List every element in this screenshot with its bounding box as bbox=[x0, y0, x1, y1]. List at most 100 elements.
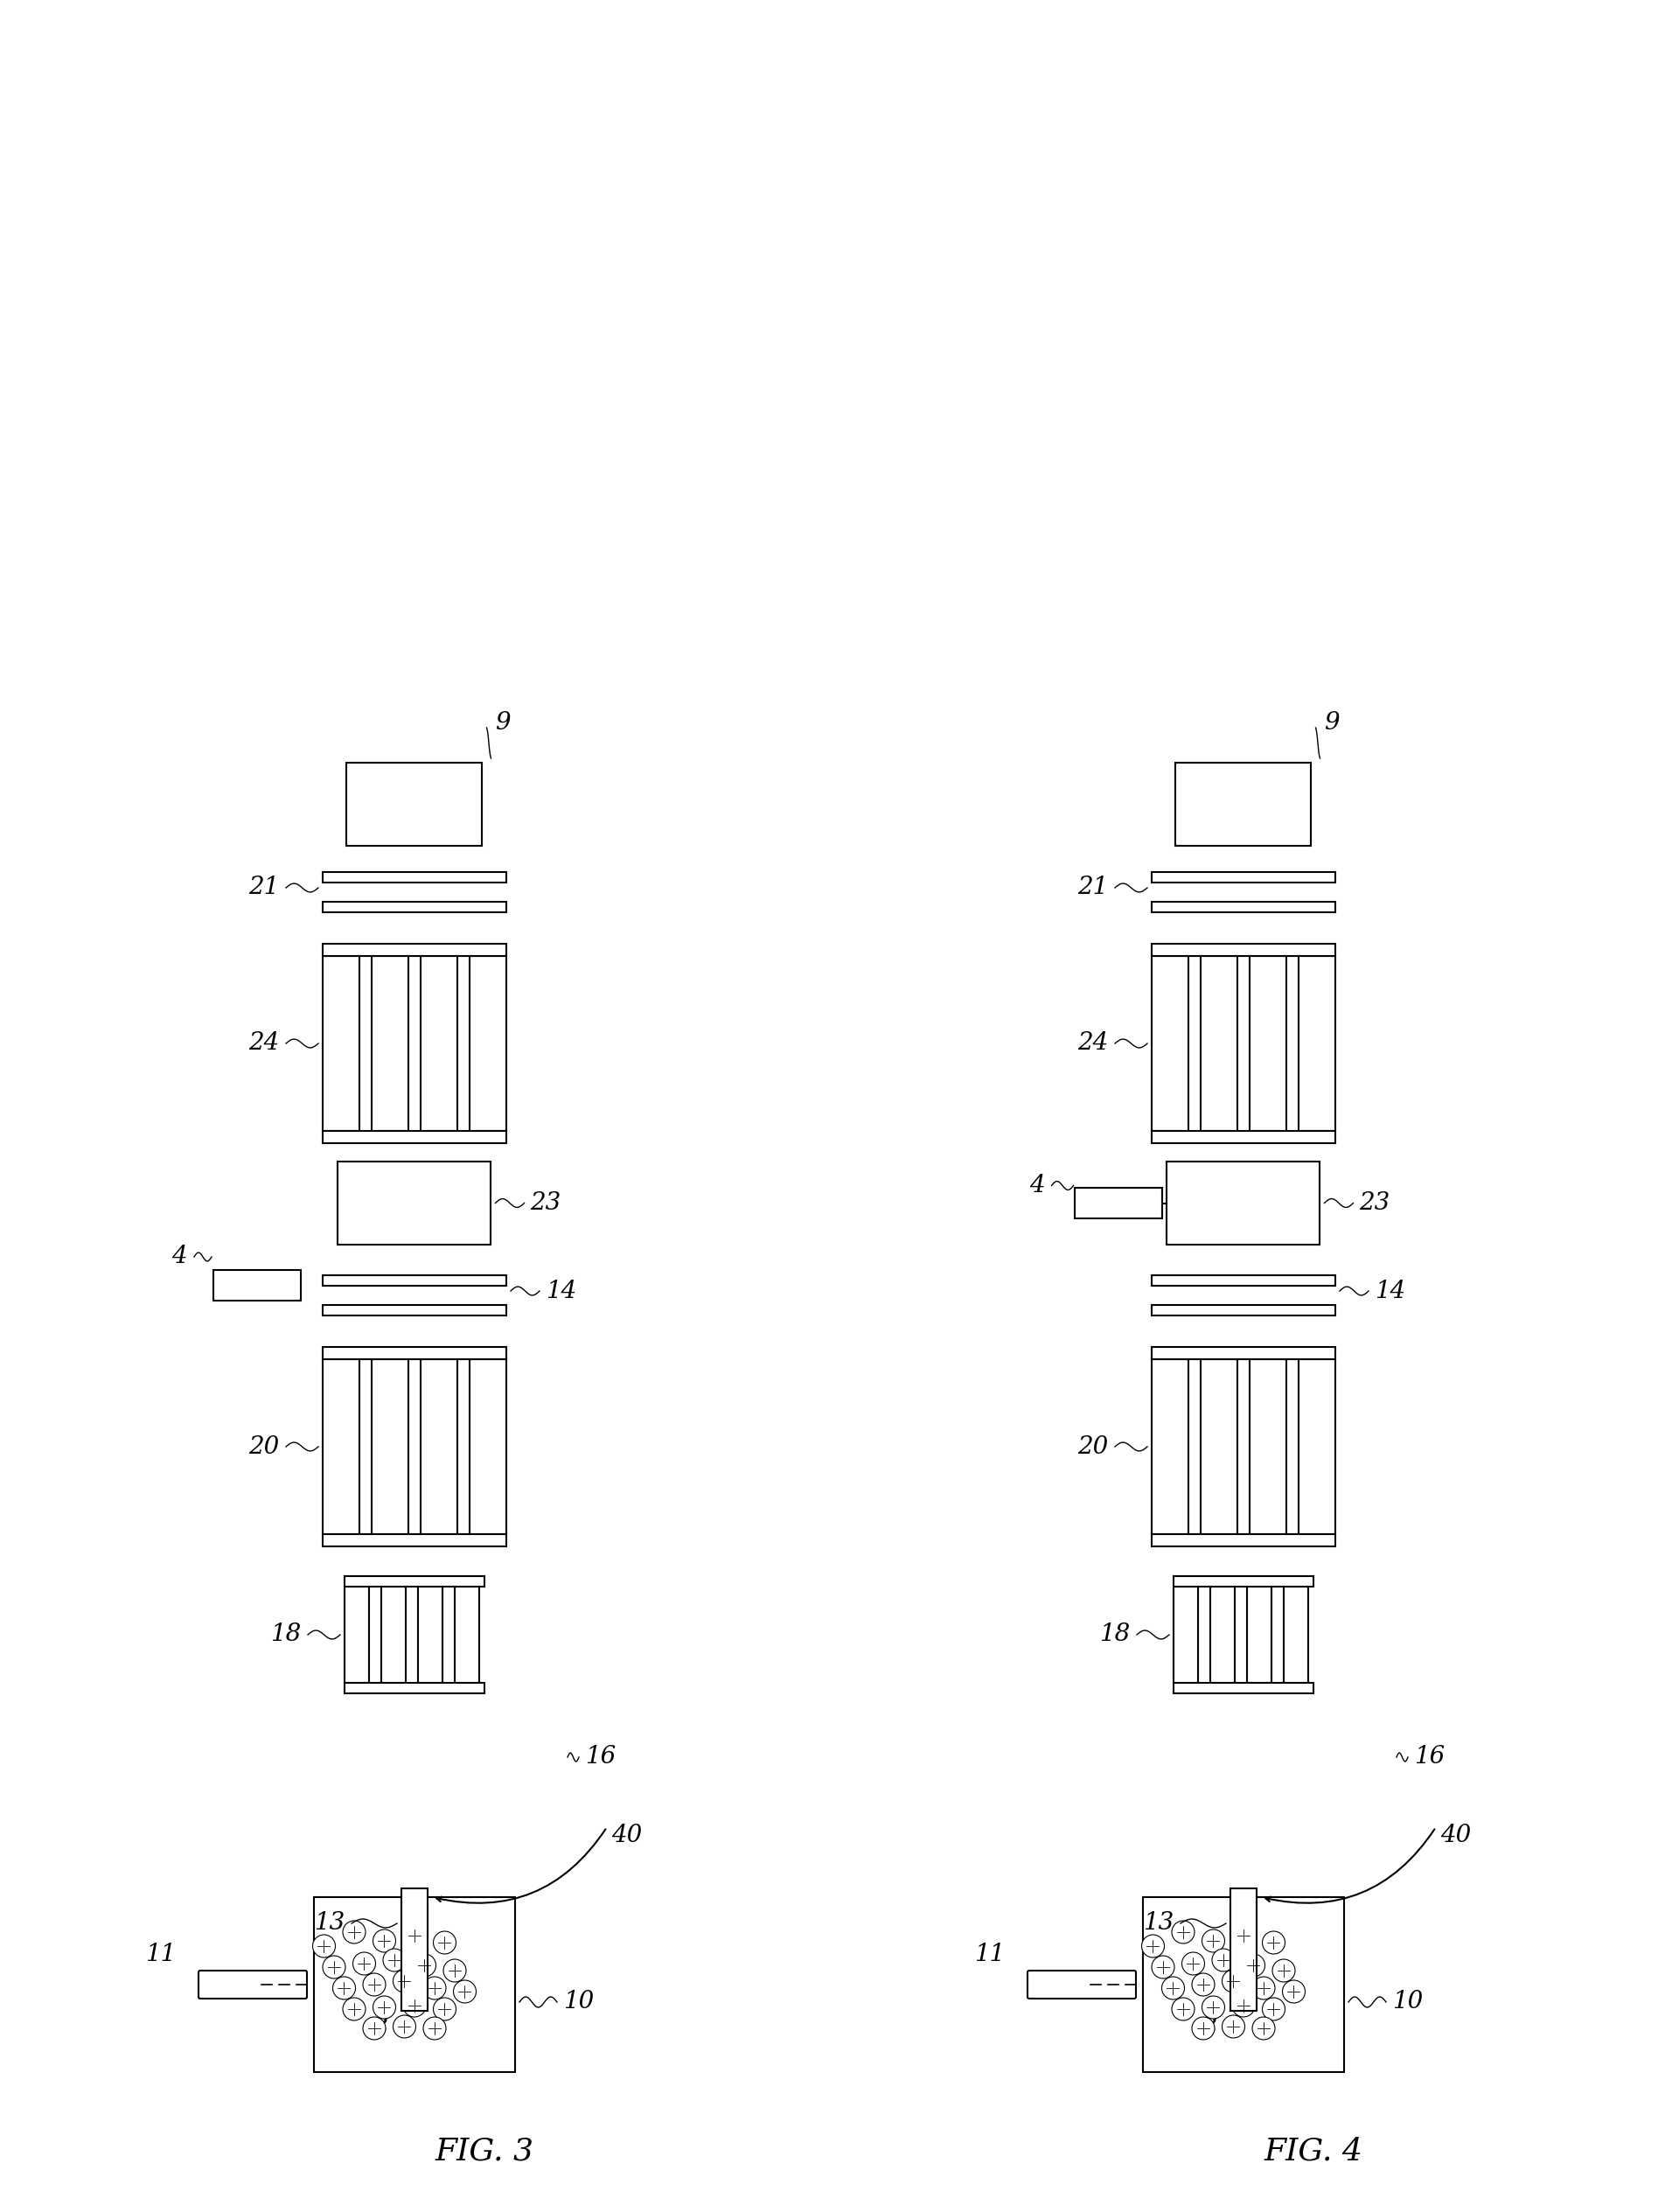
Text: 20: 20 bbox=[1078, 1436, 1108, 1458]
Bar bbox=[469, 956, 506, 1130]
Circle shape bbox=[403, 1924, 426, 1947]
Text: 13: 13 bbox=[1142, 1911, 1174, 1936]
Bar bbox=[1298, 956, 1335, 1130]
Bar bbox=[1298, 1358, 1335, 1535]
Text: 23: 23 bbox=[1360, 1192, 1389, 1214]
Bar bbox=[1210, 1586, 1235, 1683]
Bar bbox=[313, 1898, 516, 2073]
Text: 20: 20 bbox=[249, 1436, 279, 1458]
Bar bbox=[1174, 1577, 1313, 1586]
Bar bbox=[371, 1358, 408, 1535]
Circle shape bbox=[1282, 1980, 1305, 2002]
Bar bbox=[214, 1270, 300, 1301]
Text: 10: 10 bbox=[564, 1991, 594, 2013]
Text: 18: 18 bbox=[1099, 1624, 1129, 1646]
Text: 40: 40 bbox=[1441, 1825, 1471, 1847]
Bar bbox=[1152, 1347, 1335, 1358]
Text: 24: 24 bbox=[249, 1031, 279, 1055]
Bar bbox=[323, 1358, 360, 1535]
Bar bbox=[347, 763, 482, 845]
Bar bbox=[323, 945, 506, 956]
Bar bbox=[338, 1161, 491, 1245]
Circle shape bbox=[1142, 1936, 1164, 1958]
Circle shape bbox=[1172, 1997, 1194, 2020]
Bar bbox=[345, 1577, 484, 1586]
Bar bbox=[1200, 956, 1237, 1130]
Bar bbox=[421, 1358, 458, 1535]
Bar bbox=[371, 956, 408, 1130]
Bar bbox=[1174, 1683, 1313, 1694]
Circle shape bbox=[1242, 1953, 1265, 1978]
Circle shape bbox=[453, 1980, 476, 2002]
Circle shape bbox=[373, 1995, 396, 2020]
Text: FIG. 4: FIG. 4 bbox=[1263, 2137, 1363, 2166]
Bar bbox=[1250, 956, 1287, 1130]
Circle shape bbox=[393, 1969, 416, 1993]
Circle shape bbox=[413, 1953, 436, 1978]
Text: 11: 11 bbox=[146, 1942, 176, 1966]
Bar bbox=[323, 1535, 506, 1546]
Circle shape bbox=[1262, 1931, 1285, 1953]
Circle shape bbox=[1272, 1960, 1295, 1982]
Bar bbox=[1247, 1586, 1272, 1683]
Circle shape bbox=[383, 1949, 406, 1971]
Bar bbox=[323, 1305, 506, 1316]
Circle shape bbox=[423, 2017, 446, 2039]
Text: FIG. 3: FIG. 3 bbox=[434, 2137, 534, 2166]
Bar bbox=[1152, 1358, 1189, 1535]
Circle shape bbox=[393, 2015, 416, 2037]
Circle shape bbox=[1202, 1995, 1225, 2020]
Text: 40: 40 bbox=[612, 1825, 642, 1847]
Circle shape bbox=[1222, 1969, 1245, 1993]
Text: 21: 21 bbox=[1078, 876, 1108, 900]
Circle shape bbox=[1232, 1995, 1255, 2017]
Bar bbox=[323, 1276, 506, 1285]
Circle shape bbox=[353, 1953, 376, 1975]
Circle shape bbox=[1212, 1949, 1235, 1971]
FancyBboxPatch shape bbox=[199, 1971, 307, 2000]
Bar bbox=[1152, 902, 1335, 911]
Bar bbox=[323, 956, 360, 1130]
Text: 21: 21 bbox=[249, 876, 279, 900]
Circle shape bbox=[333, 1978, 355, 2000]
Bar bbox=[418, 1586, 443, 1683]
Bar bbox=[1283, 1586, 1308, 1683]
Text: 14: 14 bbox=[545, 1279, 577, 1303]
Circle shape bbox=[1152, 1955, 1174, 1978]
Circle shape bbox=[433, 1931, 456, 1953]
Bar bbox=[1176, 763, 1311, 845]
Circle shape bbox=[363, 2017, 386, 2039]
Circle shape bbox=[443, 1960, 466, 1982]
Bar bbox=[323, 872, 506, 883]
Circle shape bbox=[1252, 1978, 1275, 2000]
Bar bbox=[323, 902, 506, 911]
Bar bbox=[1200, 1358, 1237, 1535]
Text: 4: 4 bbox=[1030, 1175, 1045, 1197]
Text: 14: 14 bbox=[1374, 1279, 1406, 1303]
Text: 9: 9 bbox=[1325, 712, 1340, 734]
Bar bbox=[1152, 956, 1189, 1130]
Circle shape bbox=[1222, 2015, 1245, 2037]
Text: 4: 4 bbox=[172, 1245, 187, 1270]
Text: 24: 24 bbox=[1078, 1031, 1108, 1055]
Bar bbox=[1174, 1586, 1199, 1683]
Bar bbox=[1152, 1305, 1335, 1316]
Circle shape bbox=[1192, 2017, 1215, 2039]
Circle shape bbox=[373, 1929, 396, 1953]
Bar bbox=[323, 1130, 506, 1144]
Circle shape bbox=[1262, 1997, 1285, 2020]
Circle shape bbox=[1162, 1978, 1184, 2000]
Bar bbox=[1230, 1889, 1257, 2011]
Circle shape bbox=[313, 1936, 335, 1958]
Circle shape bbox=[1232, 1924, 1255, 1947]
Bar bbox=[1152, 872, 1335, 883]
Circle shape bbox=[1172, 1920, 1194, 1944]
Circle shape bbox=[363, 1973, 386, 1995]
Text: 13: 13 bbox=[313, 1911, 345, 1936]
Circle shape bbox=[1202, 1929, 1225, 1953]
Bar bbox=[469, 1358, 506, 1535]
FancyBboxPatch shape bbox=[1028, 1971, 1136, 2000]
Circle shape bbox=[423, 1978, 446, 2000]
Bar bbox=[1152, 945, 1335, 956]
Circle shape bbox=[1192, 1973, 1215, 1995]
